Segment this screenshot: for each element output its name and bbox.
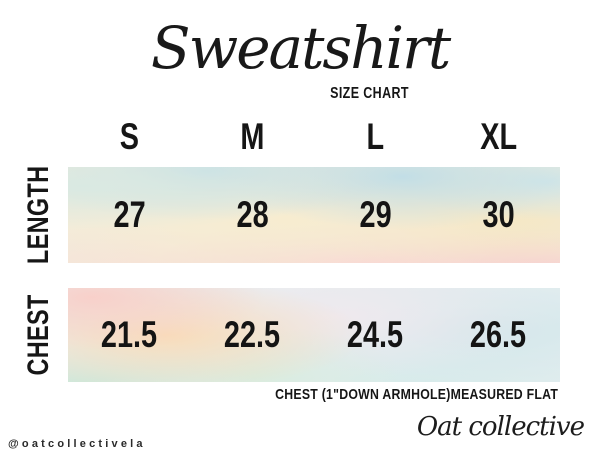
chest-value-s: 21.5: [101, 314, 158, 355]
column-header-m: M: [240, 116, 265, 157]
measurement-note: CHEST (1"DOWN ARMHOLE)MEASURED FLAT: [275, 386, 558, 403]
length-value-s: 27: [113, 194, 146, 235]
page-subtitle-text: SIZE CHART: [329, 85, 409, 102]
chest-value-l: 24.5: [347, 314, 404, 355]
column-header-s: S: [119, 116, 140, 157]
instagram-handle: @oatcollectivela: [8, 438, 146, 450]
column-header-l: L: [366, 116, 385, 157]
length-value-m: 28: [236, 194, 269, 235]
page-subtitle: SIZE CHART: [269, 85, 469, 103]
length-value-l: 29: [359, 194, 392, 235]
brand-logo: Oat collective: [416, 412, 585, 442]
row-label-length: LENGTH: [22, 165, 55, 265]
size-column-headers: S M L XL: [68, 114, 560, 160]
row-label-chest: CHEST: [22, 294, 55, 376]
table-row-chest: 21.5 22.5 24.5 26.5: [68, 288, 560, 382]
table-row-length: 27 28 29 30: [68, 167, 560, 263]
chest-value-xl: 26.5: [470, 314, 527, 355]
page-title: Sweatshirt: [150, 14, 451, 82]
column-header-xl: XL: [480, 116, 517, 157]
chest-value-m: 22.5: [224, 314, 281, 355]
length-value-xl: 30: [482, 194, 515, 235]
